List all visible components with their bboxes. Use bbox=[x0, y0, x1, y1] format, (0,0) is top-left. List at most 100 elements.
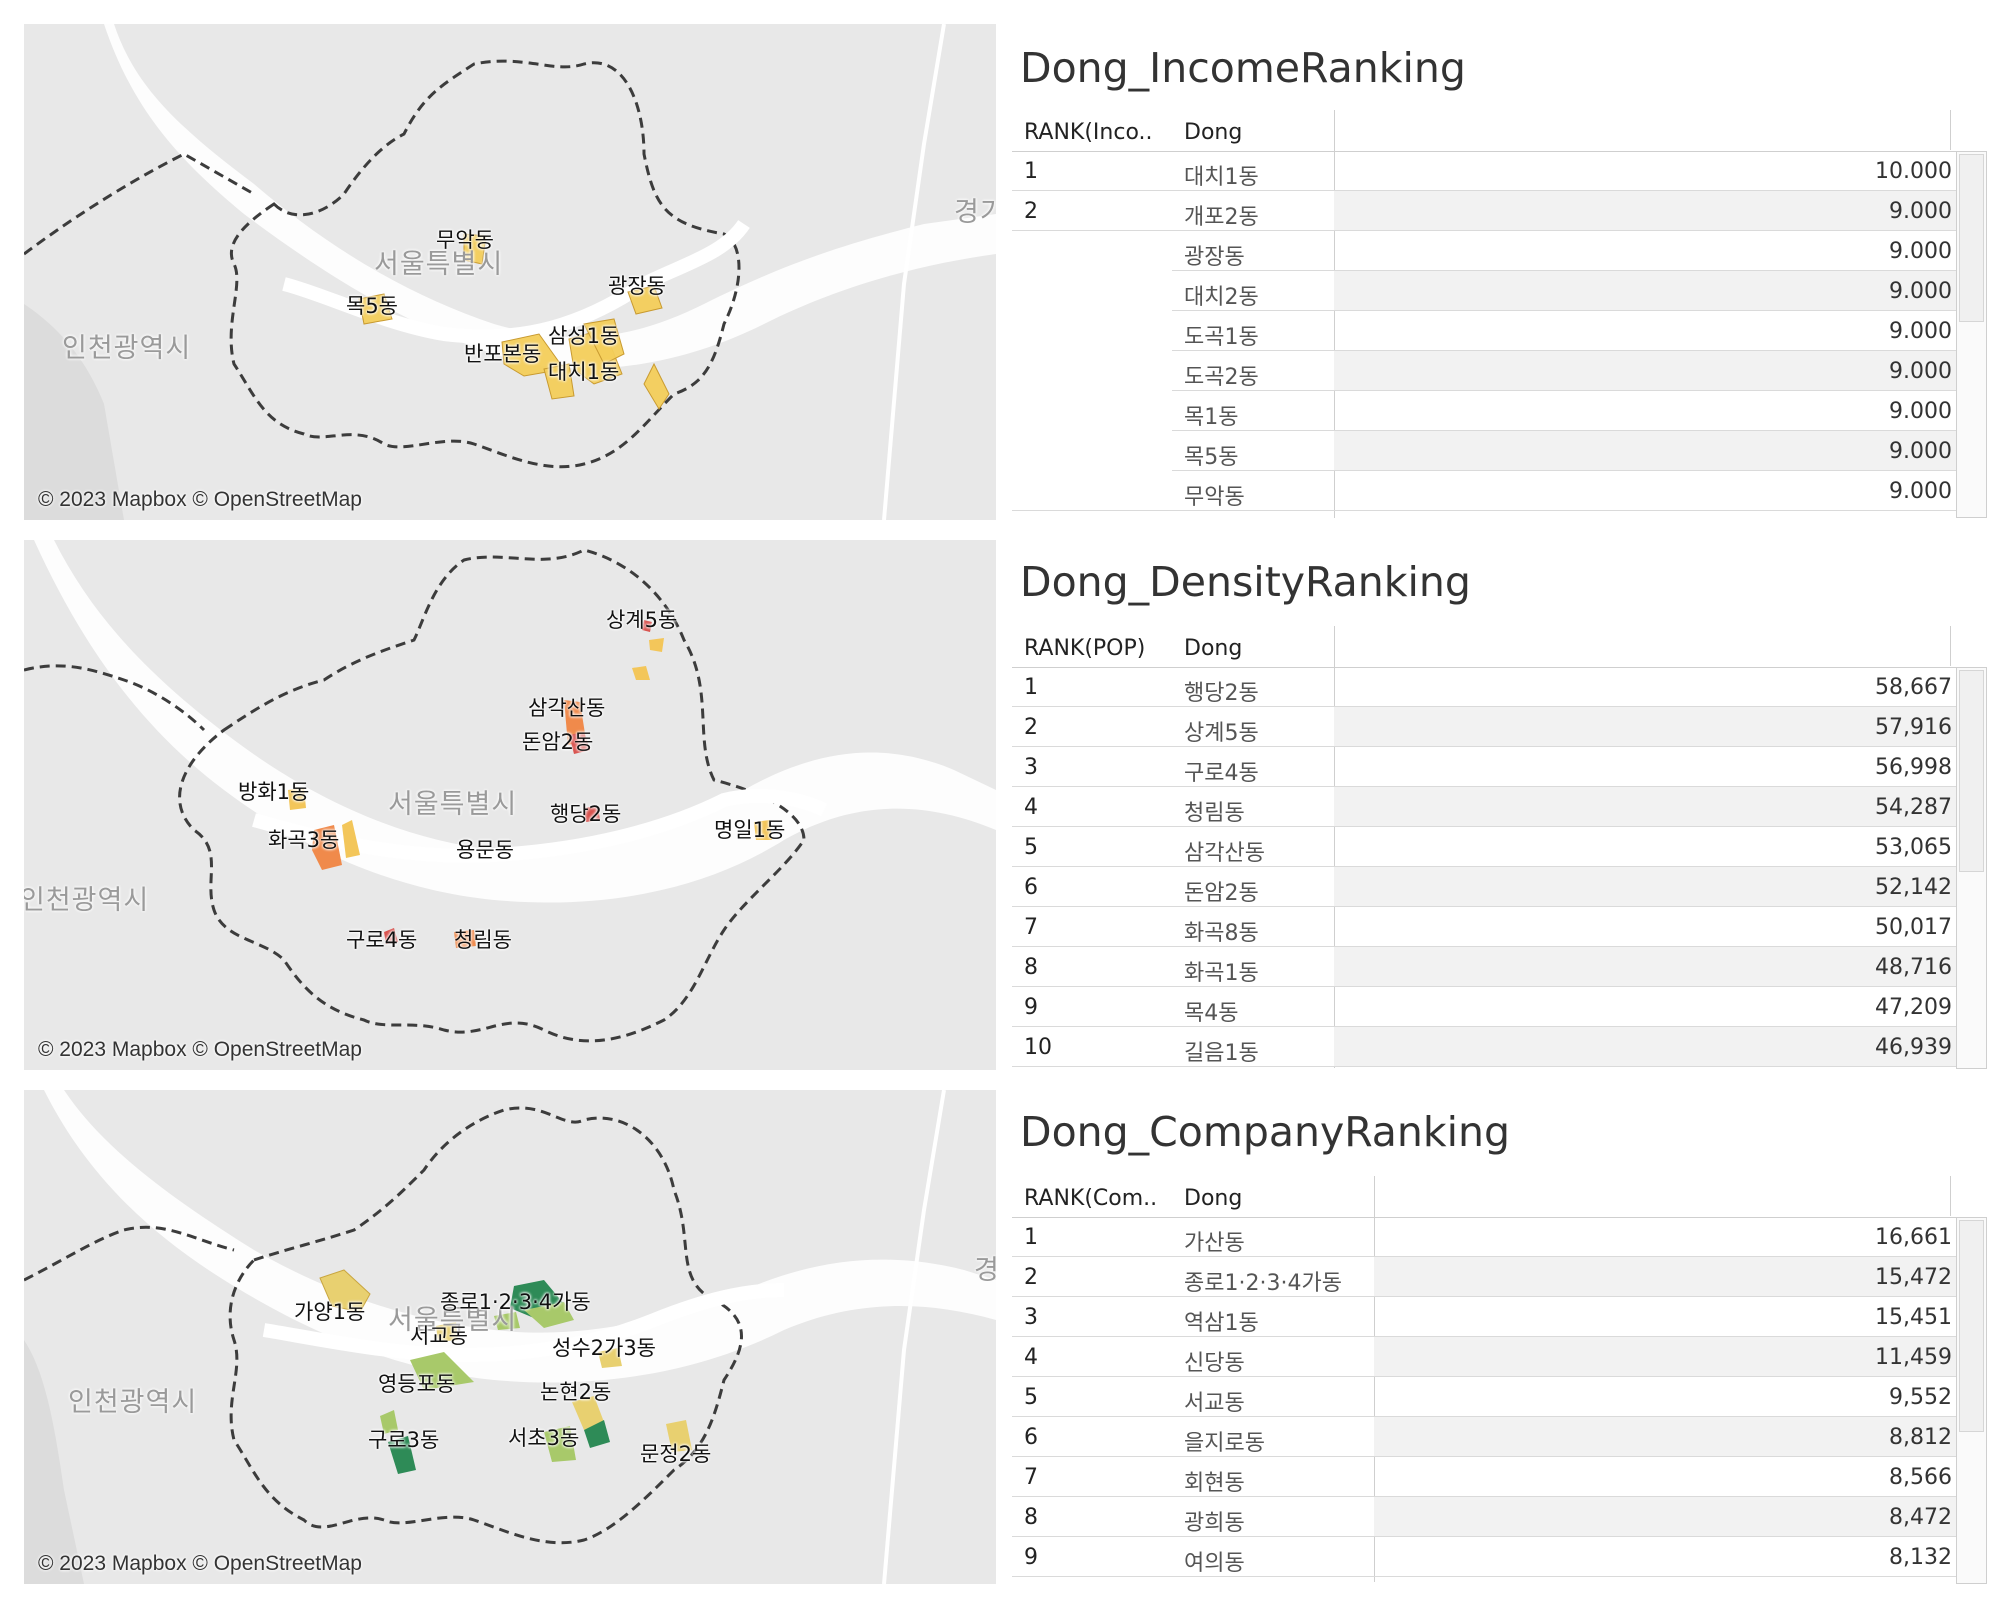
map-dong-label: 상계5동 bbox=[606, 608, 678, 632]
density-map[interactable]: 인천광역시 서울특별시 상계5동 삼각산동 돈암2동 방화1동 행당2동 명일1… bbox=[24, 540, 996, 1070]
dong-cell: 역삼1동 bbox=[1184, 1311, 1259, 1336]
table-row[interactable]: 2 종로1·2·3·4가동 15,472 bbox=[1012, 1257, 1962, 1297]
value-cell: 8,132 bbox=[1889, 1545, 1952, 1570]
table-row[interactable]: 3 역삼1동 15,451 bbox=[1012, 1297, 1962, 1337]
scrollbar-thumb[interactable] bbox=[1959, 670, 1984, 872]
dong-cell: 목1동 bbox=[1184, 405, 1239, 430]
table-row[interactable]: 대치2동 9.000 bbox=[1012, 271, 1962, 311]
company-map-basemap bbox=[24, 1090, 996, 1584]
column-divider bbox=[1950, 626, 1951, 666]
income-map[interactable]: 인천광역시 서울특별시 경기 무악동 광장동 목5동 삼성1동 반포본동 대치1… bbox=[24, 24, 996, 520]
row-divider bbox=[1012, 190, 1962, 191]
company-map[interactable]: 인천광역시 서울특별시 경기 종로1·2·3·4가동 가양1동 서교동 성수2가… bbox=[24, 1090, 996, 1584]
map-dong-label: 서초3동 bbox=[508, 1426, 580, 1450]
row-divider bbox=[1012, 1336, 1962, 1337]
table-row[interactable]: 5 삼각산동 53,065 bbox=[1012, 827, 1962, 867]
map-attribution[interactable]: © 2023 Mapbox © OpenStreetMap bbox=[38, 1552, 362, 1575]
table-row[interactable]: 2 상계5동 57,916 bbox=[1012, 707, 1962, 747]
dong-cell: 가산동 bbox=[1184, 1231, 1245, 1256]
dong-column-header[interactable]: Dong bbox=[1184, 120, 1243, 145]
dong-cell: 개포2동 bbox=[1184, 205, 1259, 230]
dong-cell: 화곡8동 bbox=[1184, 921, 1259, 946]
row-stripe bbox=[1334, 787, 1962, 827]
company-ranking-title: Dong_CompanyRanking bbox=[1020, 1108, 1511, 1156]
rank-cell: 8 bbox=[1024, 1505, 1038, 1530]
table-row[interactable]: 6 을지로동 8,812 bbox=[1012, 1417, 1962, 1457]
scrollbar-thumb[interactable] bbox=[1959, 154, 1984, 322]
map-region-label: 인천광역시 bbox=[24, 885, 150, 916]
value-cell: 58,667 bbox=[1875, 675, 1952, 700]
table-row[interactable]: 10 길음1동 46,939 bbox=[1012, 1027, 1962, 1067]
row-stripe bbox=[1374, 1417, 1962, 1457]
dong-column-header[interactable]: Dong bbox=[1184, 1186, 1243, 1211]
dong-cell: 광장동 bbox=[1184, 245, 1245, 270]
dong-cell: 청림동 bbox=[1184, 801, 1245, 826]
table-row[interactable]: 9 목4동 47,209 bbox=[1012, 987, 1962, 1027]
map-dong-label: 삼성1동 bbox=[548, 324, 620, 348]
column-divider bbox=[1334, 110, 1335, 518]
table-row[interactable]: 도곡1동 9.000 bbox=[1012, 311, 1962, 351]
map-dong-label: 삼각산동 bbox=[528, 696, 606, 720]
row-divider bbox=[1172, 270, 1962, 271]
map-dong-label: 논현2동 bbox=[540, 1380, 612, 1404]
table-row[interactable]: 4 신당동 11,459 bbox=[1012, 1337, 1962, 1377]
map-dong-label: 광장동 bbox=[608, 274, 666, 298]
table-row[interactable]: 목5동 9.000 bbox=[1012, 431, 1962, 471]
map-region-label: 경기 bbox=[954, 197, 996, 228]
rank-column-header[interactable]: RANK(Inco.. bbox=[1024, 120, 1153, 145]
table-row[interactable]: 6 돈암2동 52,142 bbox=[1012, 867, 1962, 907]
scrollbar-thumb[interactable] bbox=[1959, 1220, 1984, 1432]
rank-cell: 1 bbox=[1024, 675, 1038, 700]
map-dong-label: 구로3동 bbox=[368, 1428, 440, 1452]
rank-column-header[interactable]: RANK(POP) bbox=[1024, 636, 1146, 661]
row-divider bbox=[1012, 1536, 1962, 1537]
dong-cell: 서교동 bbox=[1184, 1391, 1245, 1416]
value-cell: 16,661 bbox=[1875, 1225, 1952, 1250]
table-row[interactable]: 8 광희동 8,472 bbox=[1012, 1497, 1962, 1537]
table-row[interactable]: 5 서교동 9,552 bbox=[1012, 1377, 1962, 1417]
table-scrollbar[interactable] bbox=[1956, 1217, 1987, 1584]
value-cell: 8,472 bbox=[1889, 1505, 1952, 1530]
table-row[interactable]: 7 회현동 8,566 bbox=[1012, 1457, 1962, 1497]
column-divider bbox=[1374, 1176, 1375, 1582]
dong-cell: 삼각산동 bbox=[1184, 841, 1265, 866]
map-attribution[interactable]: © 2023 Mapbox © OpenStreetMap bbox=[38, 488, 362, 511]
income-map-basemap bbox=[24, 24, 996, 520]
table-row[interactable]: 1 행당2동 58,667 bbox=[1012, 667, 1962, 707]
dong-cell: 상계5동 bbox=[1184, 721, 1259, 746]
dong-cell: 도곡2동 bbox=[1184, 365, 1259, 390]
table-scrollbar[interactable] bbox=[1956, 151, 1987, 518]
value-cell: 9.000 bbox=[1889, 319, 1952, 344]
table-header: RANK(Com.. Dong bbox=[1012, 1176, 1987, 1218]
table-row[interactable]: 도곡2동 9.000 bbox=[1012, 351, 1962, 391]
column-divider bbox=[1334, 626, 1335, 1068]
table-scrollbar[interactable] bbox=[1956, 667, 1987, 1069]
table-row[interactable]: 7 화곡8동 50,017 bbox=[1012, 907, 1962, 947]
dong-cell: 행당2동 bbox=[1184, 681, 1259, 706]
table-row[interactable]: 2 개포2동 9.000 bbox=[1012, 191, 1962, 231]
map-dong-label: 대치1동 bbox=[548, 360, 620, 384]
map-attribution[interactable]: © 2023 Mapbox © OpenStreetMap bbox=[38, 1038, 362, 1061]
table-row[interactable]: 1 대치1동 10.000 bbox=[1012, 151, 1962, 191]
density-ranking-title: Dong_DensityRanking bbox=[1020, 558, 1471, 606]
value-cell: 50,017 bbox=[1875, 915, 1952, 940]
row-stripe bbox=[1374, 1257, 1962, 1297]
table-row[interactable]: 9 여의동 8,132 bbox=[1012, 1537, 1962, 1577]
rank-cell: 6 bbox=[1024, 1425, 1038, 1450]
rank-column-header[interactable]: RANK(Com.. bbox=[1024, 1186, 1158, 1211]
table-row[interactable]: 무악동 9.000 bbox=[1012, 471, 1962, 511]
row-divider bbox=[1012, 230, 1962, 231]
table-row[interactable]: 8 화곡1동 48,716 bbox=[1012, 947, 1962, 987]
table-row[interactable]: 4 청림동 54,287 bbox=[1012, 787, 1962, 827]
table-row[interactable]: 3 구로4동 56,998 bbox=[1012, 747, 1962, 787]
rank-cell: 2 bbox=[1024, 715, 1038, 740]
row-divider bbox=[1012, 1416, 1962, 1417]
table-row[interactable]: 목1동 9.000 bbox=[1012, 391, 1962, 431]
rank-cell: 10 bbox=[1024, 1035, 1052, 1060]
table-row[interactable]: 1 가산동 16,661 bbox=[1012, 1217, 1962, 1257]
row-divider bbox=[1012, 510, 1962, 511]
table-row[interactable]: 광장동 9.000 bbox=[1012, 231, 1962, 271]
dong-column-header[interactable]: Dong bbox=[1184, 636, 1243, 661]
row-stripe bbox=[1334, 271, 1962, 311]
rank-cell: 3 bbox=[1024, 1305, 1038, 1330]
